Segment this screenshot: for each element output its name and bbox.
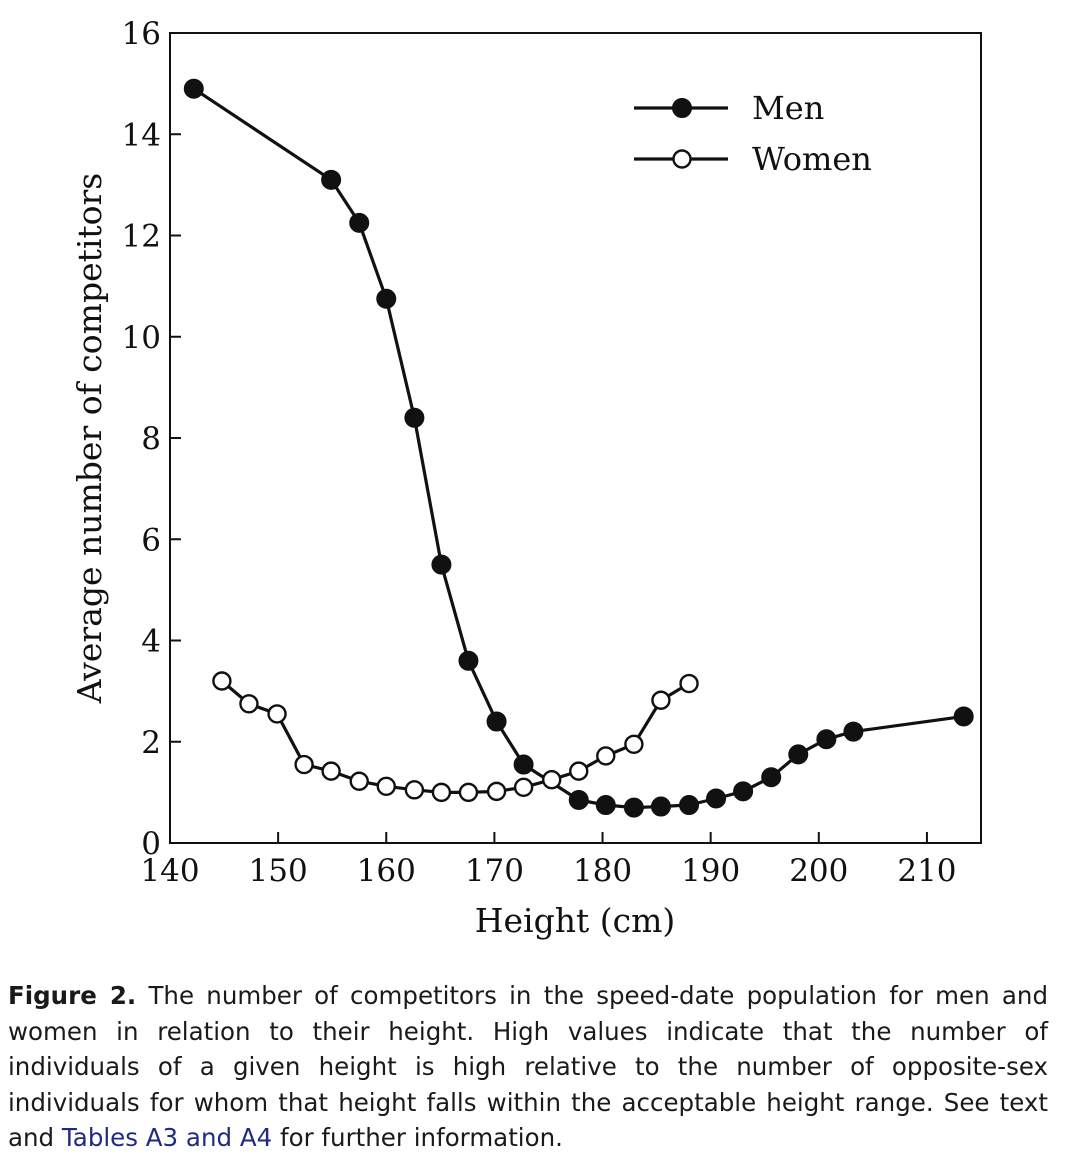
figure-caption: Figure 2. The number of competitors in t… bbox=[8, 978, 1048, 1156]
men-point-0 bbox=[183, 78, 204, 99]
y-tick-label-6: 6 bbox=[141, 522, 161, 558]
women-point-7 bbox=[404, 780, 425, 800]
men-point-4 bbox=[404, 407, 425, 428]
y-tick-label-8: 8 bbox=[141, 421, 161, 457]
legend-marker-women bbox=[672, 149, 692, 169]
men-point-6 bbox=[458, 650, 479, 671]
men-point-20 bbox=[953, 706, 974, 727]
women-point-15 bbox=[624, 734, 644, 754]
men-series-line bbox=[192, 87, 964, 810]
men-point-5 bbox=[431, 554, 452, 575]
men-point-11 bbox=[623, 797, 644, 818]
women-point-16 bbox=[651, 690, 671, 710]
y-tick-label-10: 10 bbox=[122, 320, 161, 356]
x-tick-label-180: 180 bbox=[573, 853, 632, 889]
women-series-line bbox=[220, 679, 690, 795]
y-tick-label-16: 16 bbox=[122, 16, 161, 52]
legend-marker-men bbox=[672, 98, 692, 118]
caption-table-link[interactable]: Tables A3 and A4 bbox=[61, 1123, 273, 1152]
women-point-13 bbox=[569, 761, 589, 781]
women-point-14 bbox=[596, 746, 616, 766]
women-point-10 bbox=[486, 781, 507, 802]
women-point-1 bbox=[239, 694, 259, 714]
x-axis: 140 150 160 170 180 190 200 210 bbox=[140, 832, 957, 889]
caption-figure-label: Figure 2. bbox=[8, 981, 137, 1010]
men-point-14 bbox=[706, 788, 727, 809]
women-point-17 bbox=[679, 673, 699, 694]
caption-text: The number of competitors in the speed-d… bbox=[8, 981, 1048, 1152]
x-tick-label-190: 190 bbox=[681, 853, 740, 889]
men-point-16 bbox=[761, 767, 782, 788]
women-point-0 bbox=[212, 671, 232, 691]
y-axis: 0 2 4 6 8 10 12 14 16 bbox=[122, 16, 181, 862]
women-point-12 bbox=[542, 770, 562, 790]
y-tick-label-0: 0 bbox=[141, 826, 161, 862]
y-tick-label-2: 2 bbox=[141, 725, 161, 761]
men-point-13 bbox=[679, 795, 700, 816]
legend: Men Women bbox=[634, 89, 872, 178]
men-point-12 bbox=[650, 796, 671, 817]
women-point-9 bbox=[458, 782, 479, 803]
men-point-7 bbox=[486, 711, 507, 732]
legend-label-men: Men bbox=[752, 89, 824, 127]
women-point-11 bbox=[513, 777, 534, 798]
men-point-18 bbox=[816, 729, 837, 750]
x-axis-label: Height (cm) bbox=[475, 901, 676, 940]
men-point-19 bbox=[843, 721, 864, 742]
women-point-5 bbox=[349, 771, 369, 791]
x-tick-label-150: 150 bbox=[249, 853, 308, 889]
legend-label-women: Women bbox=[752, 140, 872, 178]
men-point-17 bbox=[788, 744, 809, 765]
x-tick-label-140: 140 bbox=[140, 853, 199, 889]
men-point-2 bbox=[349, 212, 370, 233]
men-point-1 bbox=[321, 169, 342, 190]
women-point-8 bbox=[431, 782, 452, 803]
women-point-6 bbox=[376, 776, 396, 796]
series-points bbox=[183, 78, 974, 818]
men-point-8 bbox=[513, 754, 534, 775]
men-point-9 bbox=[568, 789, 589, 810]
y-tick-label-14: 14 bbox=[122, 117, 161, 153]
y-axis-label: Average number of competitors bbox=[70, 173, 109, 705]
x-tick-label-210: 210 bbox=[897, 853, 956, 889]
women-point-3 bbox=[294, 754, 314, 775]
x-tick-label-200: 200 bbox=[789, 853, 848, 889]
y-tick-label-12: 12 bbox=[122, 219, 161, 255]
y-tick-label-4: 4 bbox=[141, 624, 161, 660]
x-tick-label-160: 160 bbox=[357, 853, 416, 889]
caption-text-end: for further information. bbox=[272, 1123, 563, 1152]
series-lines bbox=[192, 87, 964, 810]
line-chart: 0 2 4 6 8 10 12 14 16 140 150 160 170 180 190 200 210 H… bbox=[70, 16, 982, 940]
x-tick-label-170: 170 bbox=[465, 853, 524, 889]
men-point-3 bbox=[376, 288, 397, 309]
women-point-4 bbox=[321, 761, 341, 781]
men-point-15 bbox=[733, 781, 754, 802]
women-point-2 bbox=[267, 704, 287, 724]
men-point-10 bbox=[595, 795, 616, 816]
